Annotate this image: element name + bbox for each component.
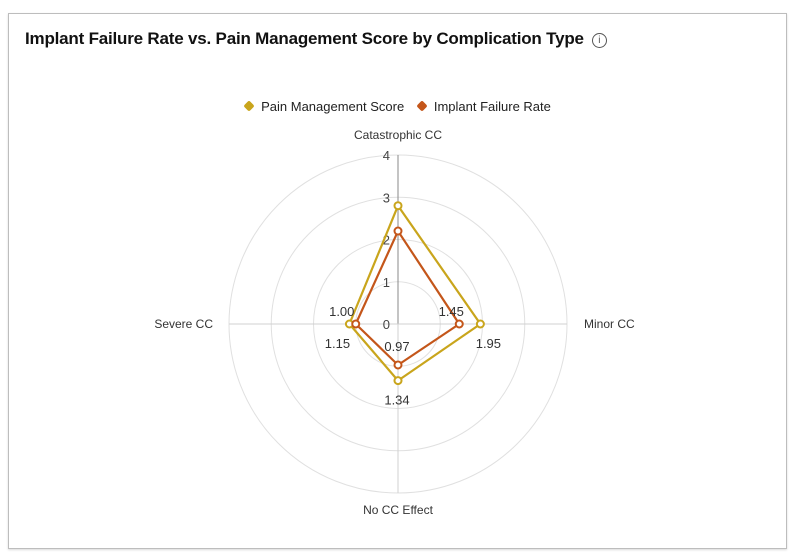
- data-label: 1.34: [384, 393, 409, 408]
- axis-label: Minor CC: [584, 317, 635, 331]
- legend-label: Implant Failure Rate: [433, 98, 551, 114]
- data-label: 1.15: [325, 336, 350, 351]
- legend: Pain Management Score Implant Failure Ra…: [0, 98, 796, 114]
- data-point: [393, 360, 403, 370]
- data-label: 1.00: [329, 304, 354, 319]
- radial-tick-label: 2: [383, 233, 390, 248]
- legend-item-pain-management[interactable]: Pain Management Score: [243, 98, 405, 114]
- radial-tick-label: 0: [383, 317, 390, 332]
- radial-tick-label: 3: [383, 190, 390, 205]
- data-label: 1.45: [439, 304, 464, 319]
- chart-title: Implant Failure Rate vs. Pain Management…: [25, 29, 607, 49]
- radial-tick-label: 1: [383, 275, 390, 290]
- axis-label: Catastrophic CC: [354, 128, 442, 142]
- radial-tick-label: 4: [383, 148, 390, 163]
- chart-title-text: Implant Failure Rate vs. Pain Management…: [25, 29, 584, 48]
- axis-label: Severe CC: [154, 317, 213, 331]
- axis-label: No CC Effect: [363, 503, 433, 517]
- data-point: [454, 319, 464, 329]
- data-point: [393, 226, 403, 236]
- info-circle-icon[interactable]: i: [591, 33, 607, 48]
- data-point: [351, 319, 361, 329]
- data-point: [393, 376, 403, 386]
- data-label: 0.97: [384, 339, 409, 354]
- legend-item-implant-failure[interactable]: Implant Failure Rate: [416, 98, 551, 114]
- data-label: 1.95: [476, 336, 501, 351]
- data-point: [393, 201, 403, 211]
- data-point: [475, 319, 485, 329]
- legend-label: Pain Management Score: [261, 98, 405, 114]
